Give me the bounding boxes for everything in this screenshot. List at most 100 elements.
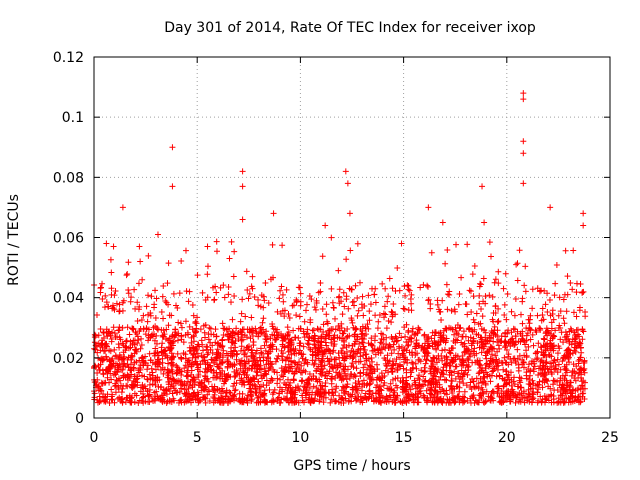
data-point bbox=[482, 293, 489, 300]
data-point bbox=[100, 370, 107, 377]
x-tick-label: 0 bbox=[90, 430, 99, 446]
data-point bbox=[336, 334, 343, 341]
data-point bbox=[214, 397, 221, 404]
data-point bbox=[326, 361, 333, 368]
data-point bbox=[182, 351, 189, 358]
data-point bbox=[178, 324, 185, 331]
data-point bbox=[300, 328, 307, 335]
data-point bbox=[420, 373, 427, 380]
data-point bbox=[421, 394, 428, 401]
data-point bbox=[267, 335, 274, 342]
data-point bbox=[189, 344, 196, 351]
data-point bbox=[334, 372, 341, 379]
data-point bbox=[400, 356, 407, 363]
data-point bbox=[513, 394, 520, 401]
data-point bbox=[319, 351, 326, 358]
data-point bbox=[473, 310, 480, 317]
data-point bbox=[482, 381, 489, 388]
data-point bbox=[343, 343, 350, 350]
data-point bbox=[95, 332, 102, 339]
data-point bbox=[578, 349, 585, 356]
data-point bbox=[189, 326, 196, 333]
data-point bbox=[250, 374, 257, 381]
data-point bbox=[108, 291, 115, 298]
data-point bbox=[246, 377, 253, 384]
data-point bbox=[306, 391, 313, 398]
data-point bbox=[493, 373, 500, 380]
data-point bbox=[293, 298, 300, 305]
data-point bbox=[347, 247, 354, 254]
data-point bbox=[483, 369, 490, 376]
data-point bbox=[291, 334, 298, 341]
data-point bbox=[368, 354, 375, 361]
data-point bbox=[245, 295, 252, 302]
data-point bbox=[536, 378, 543, 385]
data-point-peak bbox=[344, 180, 351, 187]
data-point bbox=[520, 359, 527, 366]
data-point bbox=[279, 242, 286, 249]
data-point bbox=[331, 362, 338, 369]
data-point bbox=[217, 284, 224, 291]
data-point bbox=[128, 294, 135, 301]
data-point bbox=[441, 346, 448, 353]
data-point bbox=[197, 361, 204, 368]
data-point bbox=[280, 298, 287, 305]
data-point bbox=[499, 375, 506, 382]
data-point bbox=[139, 276, 146, 283]
data-point bbox=[199, 358, 206, 365]
data-point bbox=[220, 282, 227, 289]
data-point bbox=[575, 331, 582, 338]
data-point bbox=[425, 333, 432, 340]
data-point bbox=[243, 334, 250, 341]
data-point bbox=[503, 389, 510, 396]
data-point bbox=[107, 370, 114, 377]
data-point bbox=[427, 368, 434, 375]
data-point bbox=[244, 392, 251, 399]
data-point bbox=[429, 343, 436, 350]
data-point bbox=[330, 304, 337, 311]
data-point bbox=[344, 381, 351, 388]
data-point bbox=[559, 358, 566, 365]
data-point bbox=[135, 367, 142, 374]
data-point-peak bbox=[481, 219, 488, 226]
data-point bbox=[401, 283, 408, 290]
data-point bbox=[145, 292, 152, 299]
data-point bbox=[249, 285, 256, 292]
data-point bbox=[399, 399, 406, 406]
data-point bbox=[527, 336, 534, 343]
data-point bbox=[522, 263, 529, 270]
data-point bbox=[382, 285, 389, 292]
data-point bbox=[505, 351, 512, 358]
data-point bbox=[449, 385, 456, 392]
data-point bbox=[272, 326, 279, 333]
data-point bbox=[103, 342, 110, 349]
data-point bbox=[293, 312, 300, 319]
data-point bbox=[579, 327, 586, 334]
data-point bbox=[551, 357, 558, 364]
data-point bbox=[229, 316, 236, 323]
data-point bbox=[287, 379, 294, 386]
data-point bbox=[161, 331, 168, 338]
data-point-peak bbox=[580, 210, 587, 217]
data-point bbox=[347, 370, 354, 377]
data-point bbox=[332, 326, 339, 333]
data-point bbox=[148, 365, 155, 372]
data-point bbox=[573, 363, 580, 370]
data-point bbox=[204, 263, 211, 270]
data-point bbox=[251, 294, 258, 301]
data-point bbox=[177, 320, 184, 327]
data-point bbox=[439, 386, 446, 393]
data-point bbox=[349, 299, 356, 306]
data-point bbox=[482, 365, 489, 372]
data-point bbox=[544, 308, 551, 315]
data-point bbox=[523, 354, 530, 361]
data-point bbox=[228, 238, 235, 245]
data-point bbox=[265, 354, 271, 361]
data-point bbox=[100, 329, 107, 336]
data-point bbox=[137, 345, 144, 352]
data-point bbox=[394, 337, 401, 344]
data-point bbox=[571, 398, 578, 405]
data-point bbox=[429, 358, 436, 365]
data-point bbox=[290, 302, 297, 309]
data-point bbox=[186, 395, 193, 402]
